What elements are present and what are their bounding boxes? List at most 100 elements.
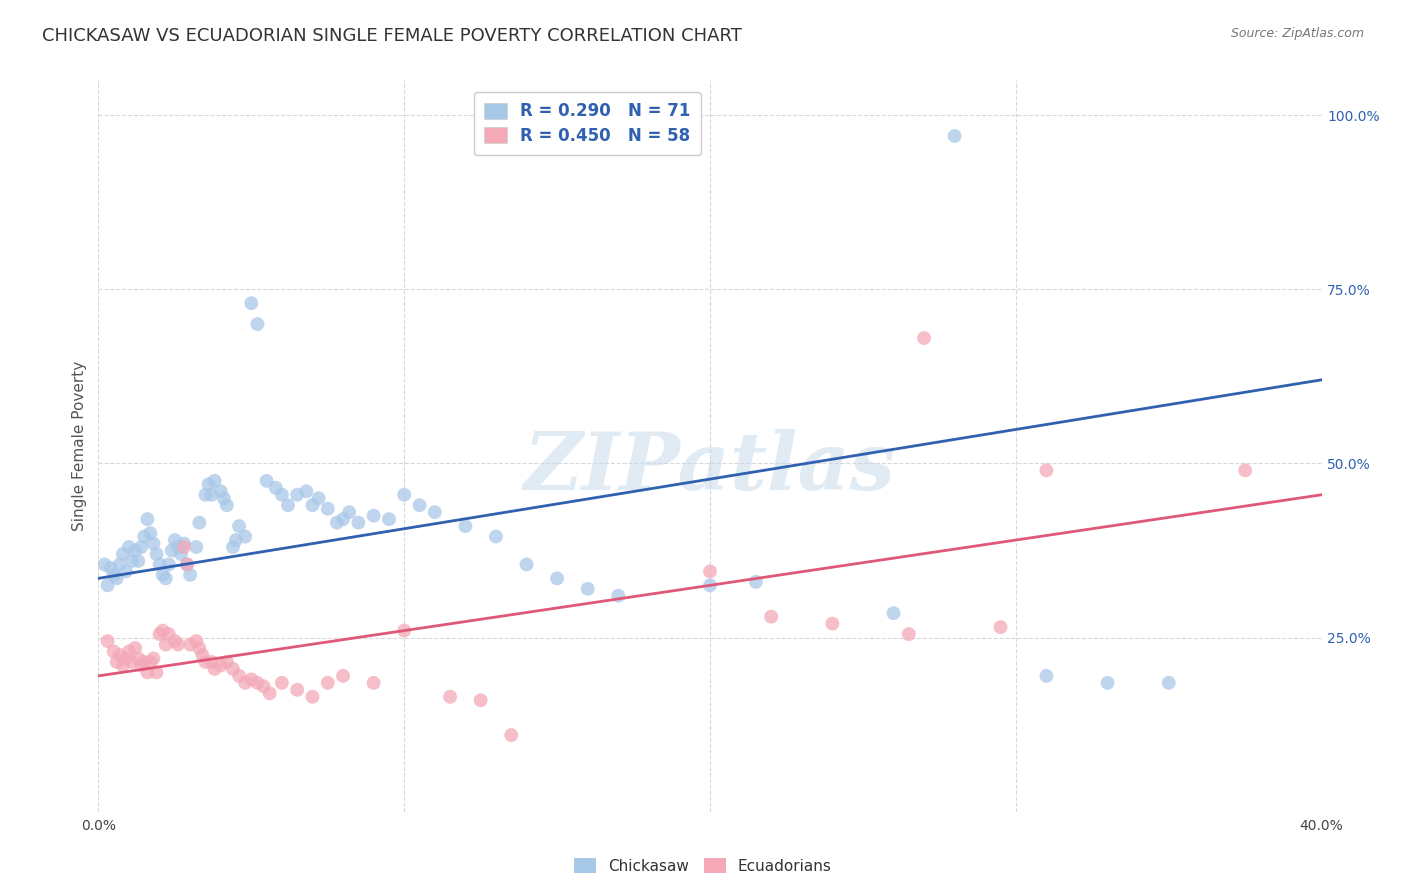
Point [277,498,299,512]
Point [222,540,245,554]
Point [212,491,235,506]
Point [157,558,180,572]
Point [516,558,538,572]
Point [163,533,186,547]
Point [142,651,165,665]
Point [285,488,308,502]
Point [225,533,247,547]
Point [167,638,190,652]
Point [222,662,245,676]
Point [699,565,721,579]
Point [699,578,721,592]
Point [326,516,349,530]
Point [142,536,165,550]
Point [160,543,183,558]
Point [363,508,385,523]
Point [301,690,323,704]
Point [270,488,292,502]
Point [943,128,966,143]
Point [111,547,134,561]
Point [121,655,143,669]
Point [170,547,193,561]
Point [103,644,125,658]
Point [316,501,339,516]
Point [204,662,226,676]
Point [179,638,201,652]
Point [332,512,354,526]
Text: Source: ZipAtlas.com: Source: ZipAtlas.com [1230,27,1364,40]
Point [157,627,180,641]
Point [240,296,263,310]
Point [103,567,125,582]
Point [179,567,201,582]
Point [100,561,122,575]
Point [115,565,138,579]
Point [108,648,131,662]
Point [228,669,250,683]
Point [149,627,172,641]
Point [176,558,198,572]
Point [105,571,128,585]
Text: CHICKASAW VS ECUADORIAN SINGLE FEMALE POVERTY CORRELATION CHART: CHICKASAW VS ECUADORIAN SINGLE FEMALE PO… [42,27,742,45]
Point [454,519,477,533]
Point [209,484,232,499]
Point [204,474,226,488]
Point [252,679,274,693]
Point [163,634,186,648]
Point [246,676,269,690]
Point [501,728,523,742]
Point [200,488,222,502]
Point [347,516,370,530]
Point [124,640,146,655]
Point [745,574,768,589]
Point [155,638,177,652]
Point [1035,669,1057,683]
Point [194,488,217,502]
Point [127,554,149,568]
Point [308,491,330,506]
Point [337,505,360,519]
Point [155,571,177,585]
Point [191,648,214,662]
Point [295,484,318,499]
Point [118,540,141,554]
Point [136,512,159,526]
Point [129,540,152,554]
Point [129,658,152,673]
Point [912,331,935,345]
Point [301,498,323,512]
Point [233,530,256,544]
Point [256,474,278,488]
Point [821,616,844,631]
Point [118,644,141,658]
Point [233,676,256,690]
Point [607,589,630,603]
Point [363,676,385,690]
Point [332,669,354,683]
Point [186,540,208,554]
Point [124,543,146,558]
Point [392,624,416,638]
Point [127,651,149,665]
Point [139,526,162,541]
Point [194,655,217,669]
Point [186,634,208,648]
Point [152,624,174,638]
Point [246,317,269,331]
Text: ZIPatlas: ZIPatlas [524,429,896,507]
Point [883,606,905,620]
Point [990,620,1012,634]
Legend: Chickasaw, Ecuadorians: Chickasaw, Ecuadorians [568,852,838,880]
Point [108,558,131,572]
Point [152,567,174,582]
Point [136,665,159,680]
Point [145,547,167,561]
Point [1035,463,1057,477]
Point [105,655,128,669]
Point [167,540,190,554]
Point [93,558,115,572]
Point [173,536,195,550]
Point [121,554,143,568]
Point [1234,463,1257,477]
Point [316,676,339,690]
